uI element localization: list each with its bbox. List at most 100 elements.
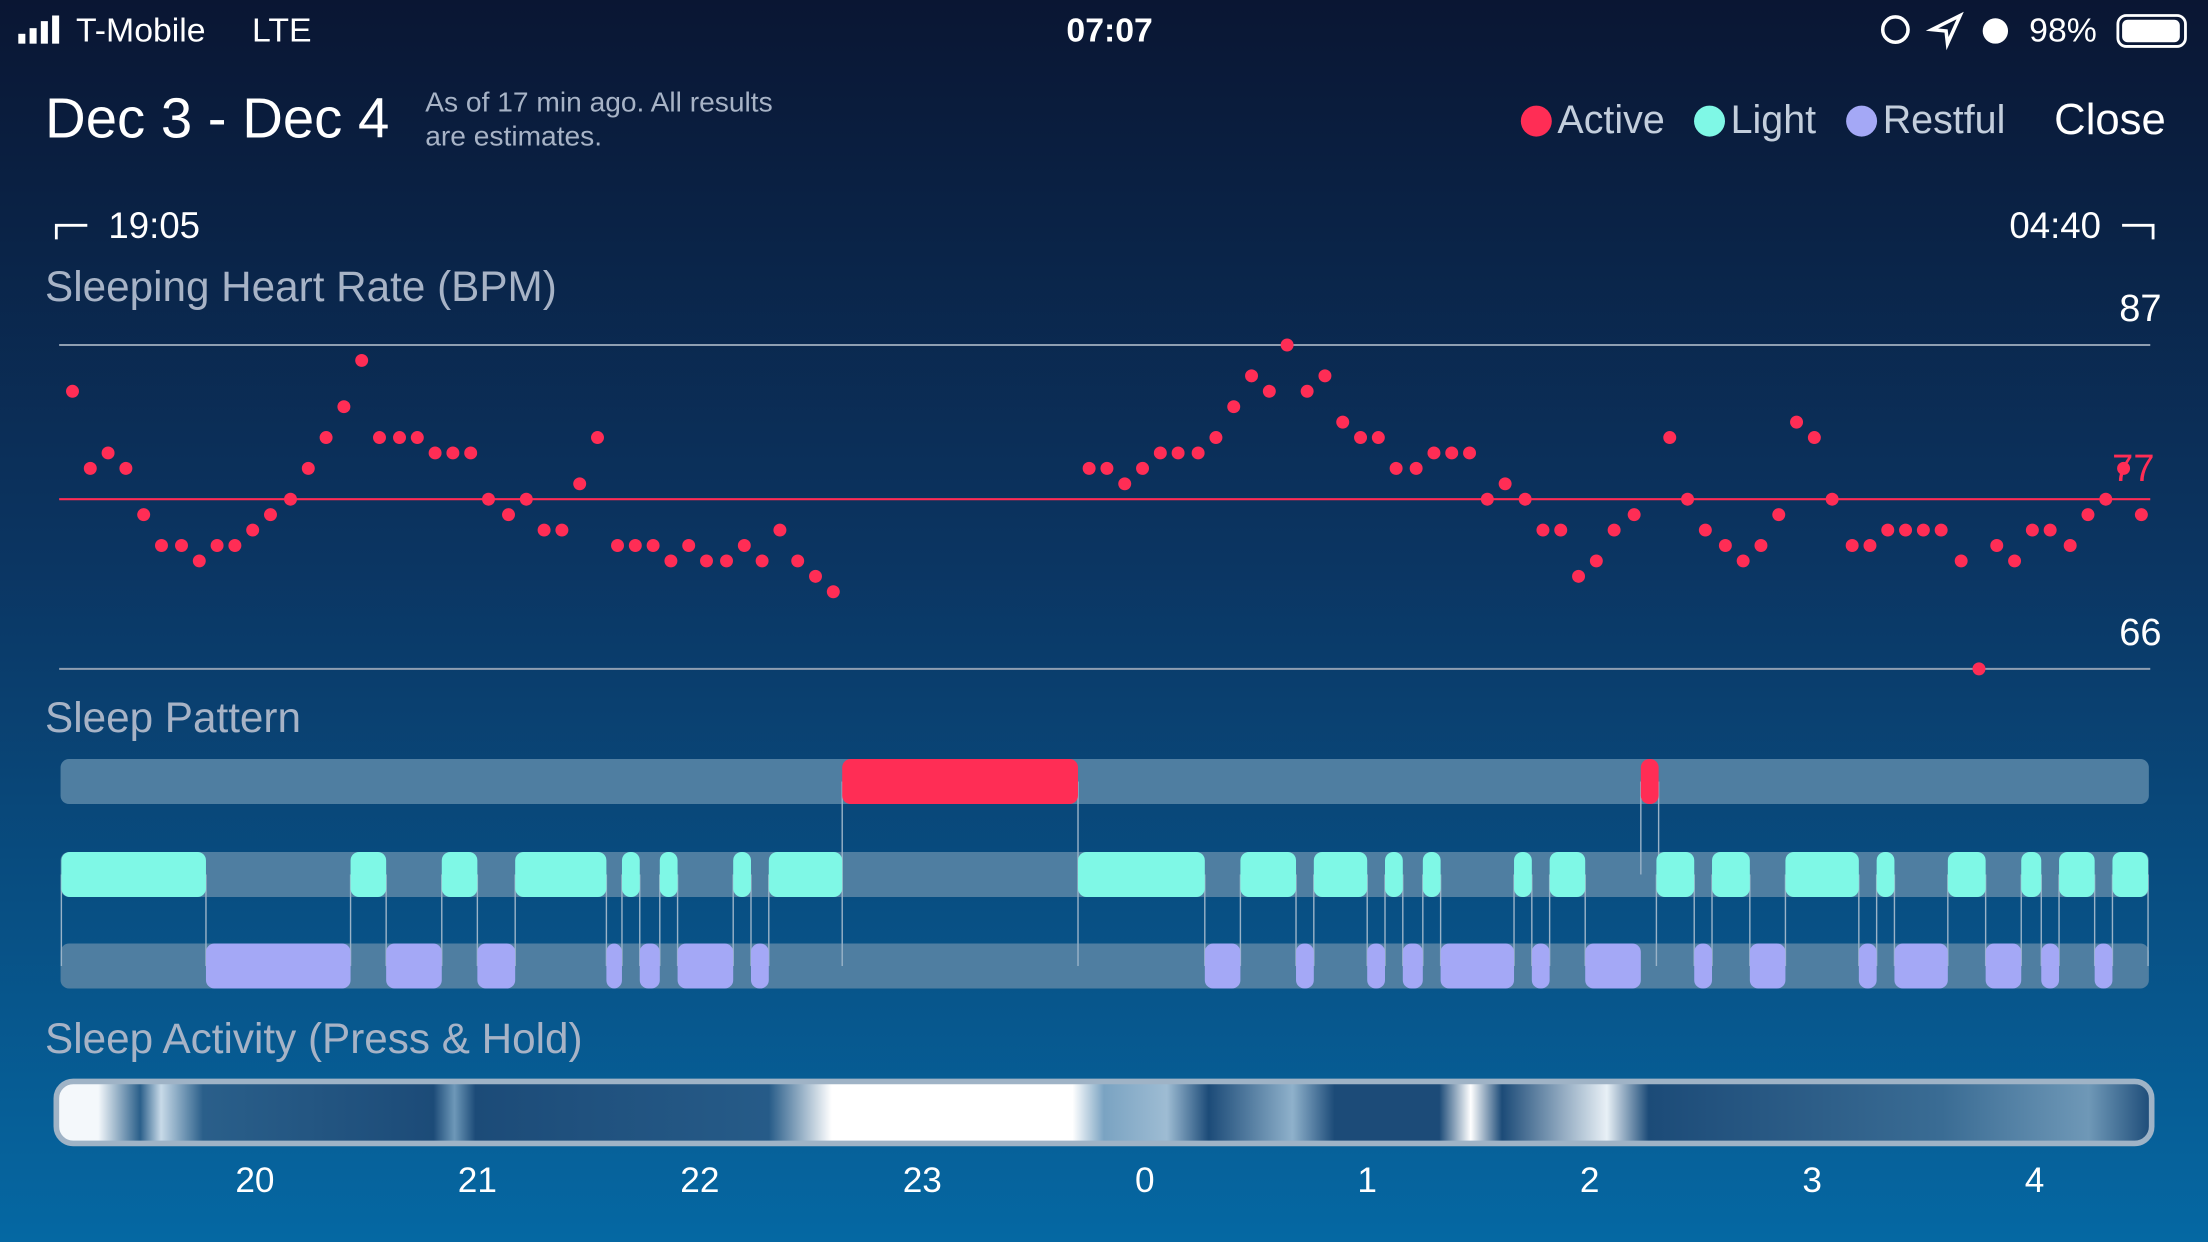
heart-rate-dot bbox=[591, 431, 604, 445]
status-bar: T-Mobile LTE 07:07 98% bbox=[18, 11, 2187, 51]
stage-segment bbox=[2094, 943, 2113, 989]
header-note: are estimates. bbox=[425, 120, 602, 151]
heart-rate-dot bbox=[246, 523, 260, 537]
heart-rate-dot bbox=[1445, 446, 1459, 460]
heart-rate-dot bbox=[2063, 539, 2077, 552]
heart-rate-dot bbox=[393, 431, 406, 445]
y-tick-label: 66 bbox=[2119, 612, 2161, 654]
heart-rate-dot bbox=[773, 523, 787, 537]
signal-bar bbox=[18, 33, 26, 44]
heart-rate-dot bbox=[2025, 523, 2039, 537]
stage-segment bbox=[842, 759, 1079, 805]
alarm-icon bbox=[1982, 18, 2009, 44]
heart-rate-dot bbox=[1427, 446, 1441, 460]
heart-rate-dot bbox=[66, 384, 79, 398]
heart-rate-dot bbox=[826, 585, 840, 599]
heart-rate-dot bbox=[428, 446, 442, 460]
legend-dot bbox=[1520, 105, 1552, 137]
heart-rate-dot bbox=[720, 554, 733, 568]
heart-rate-dot bbox=[1463, 446, 1477, 460]
stage-segment bbox=[1204, 943, 1241, 989]
battery-level bbox=[2122, 19, 2180, 43]
heart-rate-dot bbox=[355, 353, 369, 367]
heart-rate-dot bbox=[1318, 369, 1332, 383]
heart-rate-dot bbox=[301, 461, 315, 475]
legend-dot bbox=[1846, 105, 1878, 137]
heart-rate-dot bbox=[482, 492, 495, 506]
heart-rate-dot bbox=[373, 431, 386, 445]
heart-rate-dot bbox=[1807, 431, 1821, 445]
heart-rate-dot bbox=[1772, 508, 1786, 522]
stage-segment bbox=[1240, 851, 1297, 897]
heart-rate-dot bbox=[83, 461, 97, 475]
stage-segment bbox=[1785, 851, 1859, 897]
heart-rate-dot bbox=[2008, 554, 2022, 568]
heart-rate-dot bbox=[646, 539, 660, 552]
battery-percent: 98% bbox=[2029, 11, 2097, 49]
x-tick-label: 22 bbox=[680, 1161, 719, 1200]
heart-rate-dot bbox=[464, 446, 478, 460]
heart-rate-dot bbox=[319, 431, 333, 445]
battery-outline bbox=[2116, 14, 2187, 48]
heart-rate-dot bbox=[1825, 492, 1839, 506]
heart-rate-dot bbox=[611, 539, 624, 552]
heart-rate-dot bbox=[1718, 539, 1732, 552]
stage-segment bbox=[750, 943, 769, 989]
heart-rate-dot bbox=[1171, 446, 1185, 460]
heart-rate-dot bbox=[1990, 539, 2004, 552]
close-button[interactable]: Close bbox=[2054, 95, 2166, 144]
heart-rate-dot bbox=[337, 400, 351, 414]
heart-rate-dot bbox=[502, 508, 515, 522]
heart-rate-dot bbox=[1916, 523, 1930, 537]
stage-segment bbox=[1367, 943, 1386, 989]
rotation-lock-icon bbox=[1880, 15, 1910, 45]
stage-segment bbox=[2021, 851, 2042, 897]
heart-rate-dot bbox=[1972, 662, 1986, 676]
stage-segment bbox=[1947, 851, 1986, 897]
signal-bar bbox=[29, 28, 37, 44]
y-tick-label: 87 bbox=[2119, 288, 2161, 330]
heart-rate-dot bbox=[573, 477, 587, 491]
heart-rate-dot bbox=[410, 431, 424, 445]
heart-rate-dot bbox=[264, 508, 277, 522]
heart-rate-dot bbox=[1554, 523, 1568, 537]
stage-segment bbox=[639, 943, 660, 989]
heart-rate-dot bbox=[1954, 554, 1968, 568]
stage-segment bbox=[1858, 943, 1877, 989]
heart-rate-dot bbox=[1336, 415, 1350, 429]
stage-segment bbox=[659, 851, 678, 897]
heart-rate-dot bbox=[555, 523, 569, 537]
carrier: T-Mobile bbox=[76, 11, 206, 49]
legend-label: Active bbox=[1557, 98, 1664, 142]
stage-segment bbox=[386, 943, 442, 989]
stage-segment bbox=[1585, 943, 1641, 989]
stage-segment bbox=[1078, 851, 1205, 897]
stage-segment bbox=[1422, 851, 1441, 897]
stage-segment bbox=[1894, 943, 1948, 989]
heart-rate-dot bbox=[1136, 461, 1149, 475]
heart-rate-dot bbox=[1300, 384, 1314, 398]
x-tick-label: 23 bbox=[903, 1161, 942, 1200]
heart-rate-dot bbox=[228, 539, 242, 552]
heart-rate-dot bbox=[700, 554, 713, 568]
stage-segment bbox=[1296, 943, 1314, 989]
heart-rate-dot bbox=[682, 539, 696, 552]
activity-strip[interactable] bbox=[53, 1078, 2155, 1147]
heart-rate-dot bbox=[1409, 461, 1423, 475]
heart-rate-dot bbox=[1754, 539, 1768, 552]
heart-rate-dot bbox=[192, 554, 206, 568]
heart-rate-dot bbox=[1191, 446, 1205, 460]
signal-bar bbox=[52, 15, 60, 44]
stage-segment bbox=[1313, 851, 1368, 897]
heart-rate-dot bbox=[1209, 431, 1223, 445]
stage-segment bbox=[515, 851, 607, 897]
clock: 07:07 bbox=[1066, 11, 1152, 49]
x-tick-label: 21 bbox=[458, 1161, 497, 1200]
x-tick-label: 0 bbox=[1135, 1161, 1155, 1200]
stage-segment bbox=[477, 943, 516, 989]
stage-segment bbox=[350, 851, 387, 897]
stage-segment bbox=[2112, 851, 2149, 897]
stage-track bbox=[60, 943, 2149, 989]
